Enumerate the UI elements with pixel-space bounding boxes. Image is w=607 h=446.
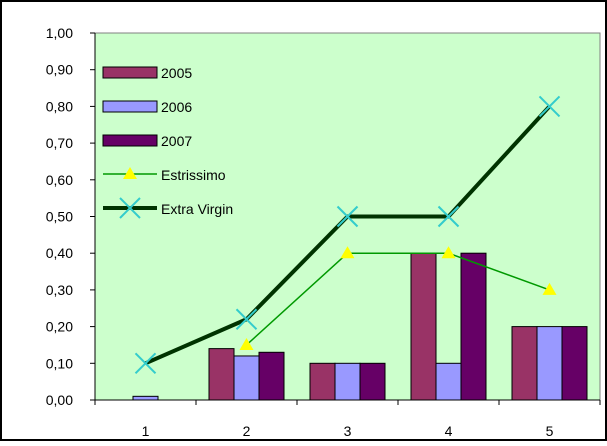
- x-tick-label: 4: [445, 423, 453, 439]
- legend-swatch-2006: [102, 100, 158, 113]
- x-tick-label: 5: [546, 423, 554, 439]
- bar-2006: [233, 355, 260, 401]
- point-estrissimo: [441, 246, 456, 259]
- y-tick-label: 0,10: [46, 355, 73, 371]
- legend-label-2005: 2005: [161, 65, 192, 81]
- legend-label-2006: 2006: [161, 99, 192, 115]
- y-tick-label: 0,70: [46, 135, 73, 151]
- legend-label-extra-virgin: Extra Virgin: [161, 201, 233, 217]
- y-tick-label: 0,60: [46, 172, 73, 188]
- x-tick-label: 2: [243, 423, 251, 439]
- legend-label-2007: 2007: [161, 133, 192, 149]
- bar-2007: [561, 326, 588, 401]
- bar-2006: [435, 362, 462, 401]
- bar-2007: [460, 252, 487, 401]
- y-tick-label: 0,80: [46, 98, 73, 114]
- point-extra-virgin: [134, 352, 157, 375]
- legend-marker-extra-virgin: [119, 197, 141, 219]
- legend-swatch-2007: [102, 134, 158, 147]
- y-tick-label: 0,90: [46, 62, 73, 78]
- y-tick-label: 0,00: [46, 392, 73, 408]
- point-estrissimo: [340, 246, 355, 259]
- x-tick-label: 3: [344, 423, 352, 439]
- point-extra-virgin: [437, 205, 460, 228]
- bar-2006: [536, 326, 563, 401]
- y-tick-label: 0,20: [46, 319, 73, 335]
- line-estrissimo: [245, 252, 550, 346]
- bar-2005: [309, 362, 336, 401]
- x-tick-label: 1: [142, 423, 150, 439]
- point-extra-virgin: [235, 308, 258, 330]
- legend-label-estrissimo: Estrissimo: [161, 167, 226, 183]
- bar-2006: [132, 395, 159, 401]
- y-tick-label: 0,40: [46, 245, 73, 261]
- bar-2006: [334, 362, 361, 401]
- bar-2007: [258, 351, 285, 401]
- bar-2005: [410, 252, 437, 401]
- legend-marker-estrissimo: [123, 167, 137, 179]
- point-extra-virgin: [538, 95, 561, 118]
- bar-2007: [359, 362, 386, 401]
- legend-swatch-2005: [102, 66, 158, 79]
- point-extra-virgin: [336, 205, 359, 228]
- y-tick-label: 0,50: [46, 209, 73, 225]
- y-tick-label: 1,00: [46, 25, 73, 41]
- point-estrissimo: [542, 282, 557, 295]
- y-tick-label: 0,30: [46, 282, 73, 298]
- bar-2005: [208, 348, 235, 401]
- point-estrissimo: [239, 337, 254, 350]
- bar-2005: [511, 326, 538, 401]
